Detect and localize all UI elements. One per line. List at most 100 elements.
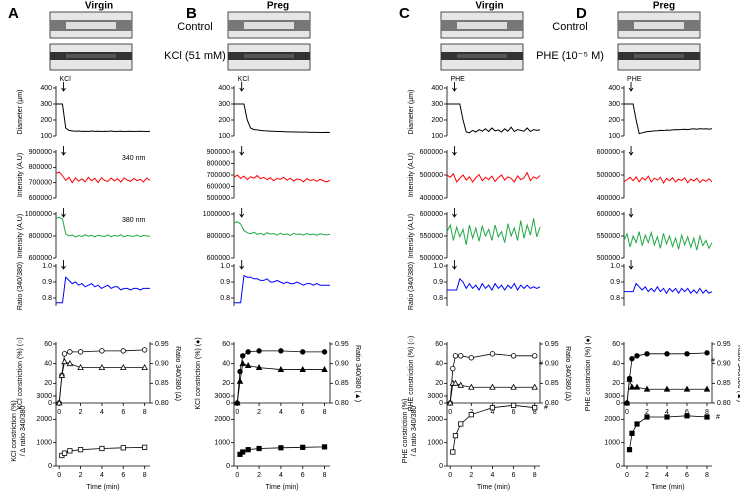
y-tick-label: 3000 — [604, 393, 620, 400]
marker — [704, 414, 710, 420]
panel: 400000 500000 600000 Intensity (A.U) — [408, 146, 541, 202]
marker — [240, 449, 246, 455]
panel: 100 200 300 400 Diameter (µm) KCl — [17, 76, 151, 140]
y2-tick-label: 0.80 — [545, 400, 559, 407]
y-axis-label: / Δ ratio 340/380 — [20, 406, 27, 457]
y2-tick-label: 0.80 — [335, 400, 349, 407]
condition-control: Control — [177, 21, 212, 33]
marker — [452, 353, 459, 359]
series-line — [236, 363, 325, 404]
stimulus-arrow — [61, 260, 66, 270]
column-header: Preg — [267, 1, 289, 12]
y-tick-label: 100 — [608, 133, 620, 140]
y-tick-label: 550000 — [420, 233, 443, 240]
x-axis-label: Time (min) — [651, 484, 684, 491]
y-tick-label: 200 — [431, 117, 443, 124]
marker — [67, 448, 73, 454]
panel-letter: D — [576, 5, 587, 22]
x-tick-label: 4 — [100, 409, 104, 416]
y-tick-label: 400 — [40, 85, 52, 92]
marker — [532, 405, 538, 411]
y-tick-label: 0 — [439, 463, 443, 470]
y-tick-label: 0 — [439, 400, 443, 407]
trace — [624, 282, 713, 295]
y2-axis-label: Ratio 340/380 (Δ) — [174, 346, 181, 401]
trace — [55, 216, 151, 238]
y-tick-label: 800000 — [207, 160, 230, 167]
marker — [120, 445, 126, 451]
marker — [77, 447, 84, 453]
y-tick-label: 300 — [431, 101, 443, 108]
x-tick-label: 2 — [645, 409, 649, 416]
stimulus-arrow — [628, 146, 634, 156]
vessel-photo — [440, 43, 524, 71]
marker — [644, 414, 650, 420]
y-tick-label: 3000 — [36, 393, 52, 400]
marker — [628, 383, 636, 390]
trace — [446, 218, 541, 245]
stimulus-arrow — [452, 146, 457, 156]
vessel-lumen — [457, 54, 507, 58]
marker — [664, 351, 670, 357]
trace — [56, 276, 150, 304]
panel: 100 200 300 400 KCl — [218, 76, 331, 140]
marker — [626, 375, 633, 382]
x-tick-label: 2 — [79, 472, 83, 479]
y-tick-label: 400 — [431, 85, 443, 92]
vessel-lumen — [634, 54, 684, 58]
marker — [256, 445, 262, 452]
panel: 0.8 0.9 1.0 — [610, 260, 713, 306]
stimulus-arrow — [452, 208, 457, 218]
marker — [67, 349, 73, 355]
y2-tick-label: 0.85 — [155, 380, 169, 387]
y-tick-label: 600000 — [597, 211, 620, 218]
y-tick-label: 500000 — [207, 195, 230, 202]
x-tick-label: 6 — [301, 472, 305, 479]
vessel-photo — [49, 11, 133, 39]
marker — [703, 385, 711, 392]
y2-tick-label: 0.90 — [545, 361, 559, 368]
marker — [629, 356, 635, 362]
y2-tick-label: 0.90 — [717, 361, 731, 368]
y-axis-label: KCl constriction (%) (○) — [17, 337, 24, 409]
x-axis-label: Time (min) — [86, 484, 119, 491]
y-tick-label: 1.0 — [433, 263, 443, 270]
y-tick-label: 60 — [222, 341, 230, 348]
y2-tick-label: 0.80 — [717, 400, 731, 407]
marker — [240, 353, 246, 359]
y-tick-label: 600000 — [207, 183, 230, 190]
y-tick-label: 1.0 — [610, 263, 620, 270]
marker — [141, 347, 148, 353]
y-tick-label: 100 — [40, 133, 52, 140]
x-tick-label: 8 — [143, 409, 147, 416]
x-tick-label: 4 — [100, 472, 104, 479]
x-tick-label: 0 — [57, 409, 61, 416]
trace — [55, 171, 151, 184]
panel: 0.8 0.9 1.0 Ratio (340/380) — [17, 260, 150, 310]
marker — [532, 353, 538, 359]
y-tick-label: 0.9 — [220, 279, 230, 286]
stimulus-arrow — [452, 260, 457, 270]
y-tick-label: 500000 — [597, 255, 620, 262]
y-tick-label: 1000 — [36, 440, 52, 447]
y-tick-label: 700000 — [29, 180, 52, 187]
y-tick-label: 40 — [612, 361, 620, 368]
y-tick-label: 1.0 — [220, 263, 230, 270]
marker — [245, 349, 251, 355]
panel-letter: A — [8, 5, 19, 22]
x-tick-label: 0 — [625, 409, 629, 416]
vessel-lumen — [634, 22, 684, 29]
marker — [510, 402, 517, 408]
vessel-lumen — [66, 54, 116, 58]
y-axis-label: Ratio (340/380) — [408, 262, 415, 310]
x-tick-label: 0 — [448, 409, 452, 416]
y-tick-label: 0.8 — [220, 295, 230, 302]
y-tick-label: 200 — [218, 117, 230, 124]
x-tick-label: 0 — [625, 472, 629, 479]
y-axis-label: Intensity (A.U) — [408, 214, 415, 258]
x-tick-label: 0 — [448, 472, 452, 479]
y-tick-label: 400 — [608, 85, 620, 92]
